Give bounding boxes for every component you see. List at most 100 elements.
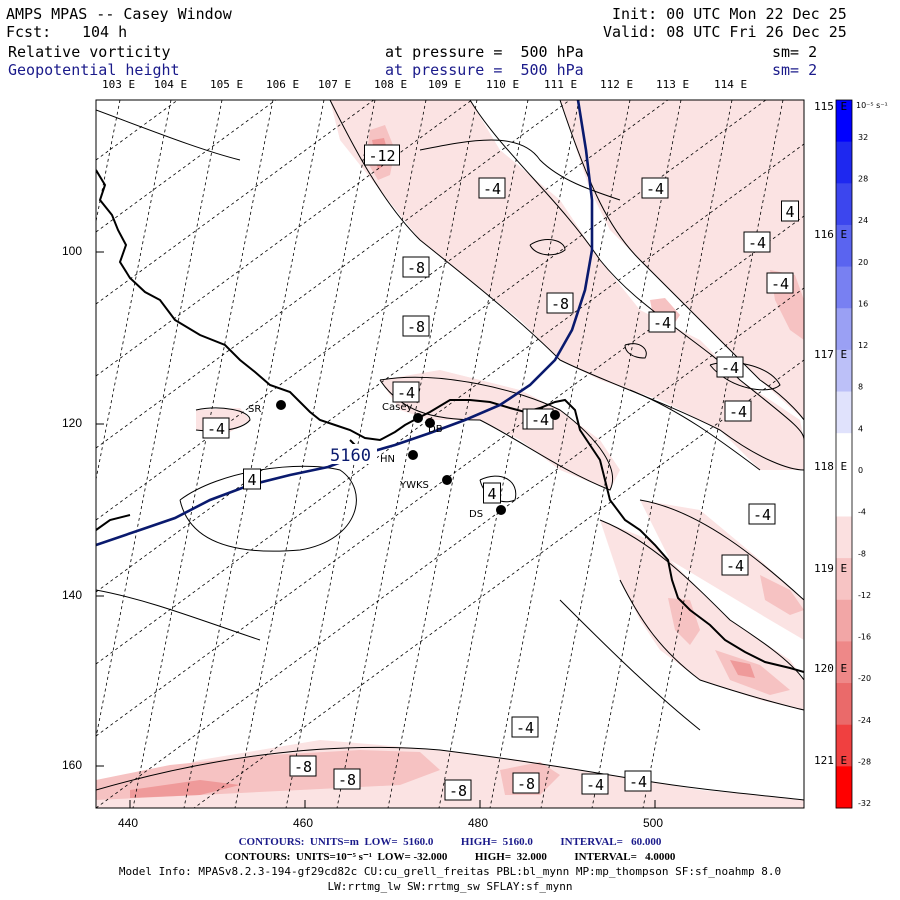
contour-label-box bbox=[511, 716, 539, 738]
contour-label: -8 bbox=[449, 782, 467, 800]
contour-label: -8 bbox=[407, 318, 425, 336]
forecast-hour: 104 h bbox=[82, 23, 128, 41]
station-label: Casey bbox=[382, 402, 412, 413]
x-tick-label: 460 bbox=[293, 816, 314, 830]
y-tick-label: 120 bbox=[62, 416, 83, 430]
vorticity-fill-layer bbox=[96, 100, 804, 808]
field2-name: Geopotential height bbox=[8, 61, 180, 79]
contour-label-box bbox=[483, 482, 501, 504]
plot-frame bbox=[95, 99, 805, 809]
contour-label: -4 bbox=[753, 506, 771, 524]
colorbar-frame bbox=[835, 99, 853, 809]
colorbar: 32 28 24 20 16 12 8 4 0 -4 -8 -12 -16 -20 -24 -28 -32 10⁻… bbox=[835, 99, 888, 809]
colorbar-segment bbox=[836, 183, 852, 226]
top-lon-label: 105 E bbox=[210, 78, 244, 91]
contour-label: 4 bbox=[785, 203, 794, 221]
colorbar-segment bbox=[836, 558, 852, 601]
top-lon-label: 111 E bbox=[544, 78, 578, 91]
contour-label: -4 bbox=[721, 359, 739, 377]
contour-label: -4 bbox=[397, 384, 415, 402]
colorbar-label: 8 bbox=[858, 383, 863, 392]
right-lon-label: 118 E bbox=[814, 460, 848, 473]
x-tick-label: 480 bbox=[468, 816, 489, 830]
colorbar-label: 16 bbox=[858, 299, 868, 308]
contour-label-box bbox=[402, 315, 430, 337]
colorbar-label: -32 bbox=[858, 799, 871, 808]
contour-label-box bbox=[624, 770, 652, 792]
right-lon-label: 115 E bbox=[814, 100, 848, 113]
footer-vorticity-contours: CONTOURS: UNITS=10⁻⁵ s⁻¹ LOW= -32.000 HI… bbox=[224, 851, 676, 863]
contour-label: -4 bbox=[729, 403, 747, 421]
init-time: Init: 00 UTC Mon 22 Dec 25 bbox=[612, 5, 847, 23]
station-label: DB bbox=[428, 424, 443, 435]
footer-model-info: Model Info: MPASv8.2.3-194-gf29cd82c CU:… bbox=[118, 865, 782, 878]
right-lon-label: 119 E bbox=[814, 562, 848, 575]
station-label: DS bbox=[469, 509, 483, 520]
colorbar-label: -12 bbox=[858, 591, 871, 600]
colorbar-unit: 10⁻⁵ s⁻¹ bbox=[856, 101, 888, 110]
colorbar-segment bbox=[836, 266, 852, 309]
contour-label-box bbox=[289, 755, 317, 777]
contour-label: -8 bbox=[517, 775, 535, 793]
station-marker bbox=[413, 413, 423, 423]
colorbar-label: -20 bbox=[858, 674, 871, 683]
top-lon-label: 114 E bbox=[714, 78, 748, 91]
colorbar-label: 32 bbox=[858, 133, 868, 142]
colorbar-label: 12 bbox=[858, 341, 868, 350]
field1-name: Relative vorticity bbox=[8, 43, 171, 61]
top-lon-label: 107 E bbox=[318, 78, 352, 91]
x-axis-ticks bbox=[96, 251, 656, 808]
station-label: SR bbox=[248, 404, 261, 415]
contour-label: -4 bbox=[586, 776, 604, 794]
contour-label: 4 bbox=[487, 485, 496, 503]
colorbar-label: 28 bbox=[858, 174, 868, 183]
colorbar-segment bbox=[836, 724, 852, 767]
station-marker bbox=[496, 505, 506, 515]
y-tick-label: 140 bbox=[62, 588, 83, 602]
top-lon-label: 108 E bbox=[374, 78, 408, 91]
contour-label-box bbox=[333, 768, 361, 790]
graticule-lines bbox=[96, 100, 804, 808]
contour-label-box bbox=[444, 779, 472, 801]
field1-level: at pressure = 500 hPa bbox=[385, 43, 584, 61]
colorbar-segment bbox=[836, 308, 852, 351]
contour-label-box bbox=[581, 773, 609, 795]
contour-label-box bbox=[641, 177, 669, 199]
colorbar-label: 0 bbox=[858, 466, 863, 475]
contour-label: -4 bbox=[516, 719, 534, 737]
top-lon-label: 103 E bbox=[102, 78, 136, 91]
contour-label-box bbox=[512, 772, 540, 794]
contour-label: -4 bbox=[207, 420, 225, 438]
colorbar-segment bbox=[836, 683, 852, 726]
contour-label: -8 bbox=[407, 259, 425, 277]
colorbar-segment bbox=[836, 599, 852, 642]
contour-label-box bbox=[392, 381, 420, 403]
top-lon-label: 113 E bbox=[656, 78, 690, 91]
contour-label-box bbox=[243, 468, 261, 490]
top-lon-label: 104 E bbox=[154, 78, 188, 91]
colorbar-segment bbox=[836, 433, 852, 476]
contour-label-box bbox=[648, 311, 676, 333]
contour-label: -4 bbox=[771, 275, 789, 293]
field1-smoothing: sm= 2 bbox=[772, 43, 818, 61]
colorbar-segment bbox=[836, 100, 852, 143]
contour-label-box bbox=[781, 200, 799, 222]
top-lon-label: 110 E bbox=[486, 78, 520, 91]
colorbar-label: -28 bbox=[858, 758, 871, 767]
contour-label: -4 bbox=[653, 314, 671, 332]
colorbar-segment bbox=[836, 141, 852, 184]
contour-label: -8 bbox=[338, 771, 356, 789]
contour-label: -4 bbox=[629, 773, 647, 791]
contour-label: -8 bbox=[294, 758, 312, 776]
top-lon-label: 106 E bbox=[266, 78, 300, 91]
top-lon-label: 112 E bbox=[600, 78, 634, 91]
contour-label-box bbox=[402, 256, 430, 278]
colorbar-label: -4 bbox=[858, 508, 866, 517]
height-contour-5160 bbox=[96, 100, 594, 547]
forecast-label: Fcst: bbox=[6, 23, 52, 41]
station-label: YWKS bbox=[399, 480, 429, 491]
station-marker bbox=[442, 475, 452, 485]
contour-label: 4 bbox=[247, 471, 256, 489]
y-tick-label: 100 bbox=[62, 244, 83, 258]
